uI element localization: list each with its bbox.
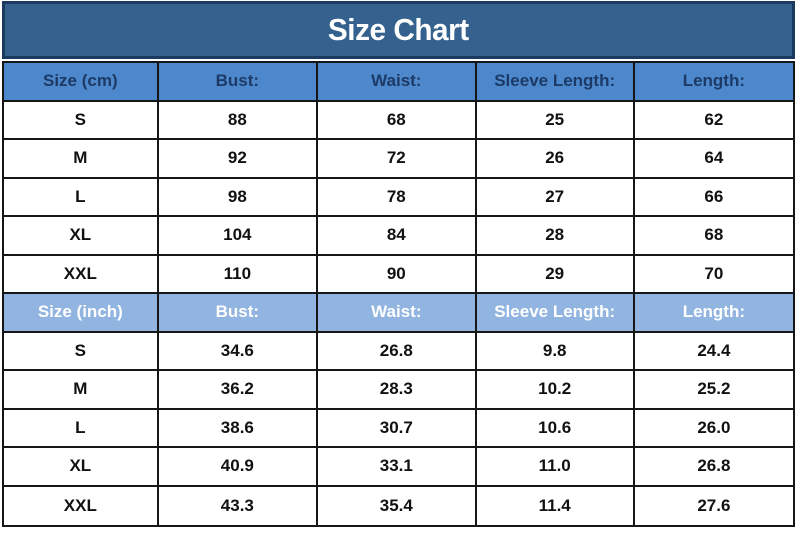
chart-title-bar: Size Chart <box>2 1 795 59</box>
value-cell: 38.6 <box>158 409 319 448</box>
value-cell: 26.8 <box>318 332 477 371</box>
value-cell: 72 <box>318 140 477 179</box>
size-label-cell: XL <box>4 448 159 487</box>
value-cell: 24.4 <box>634 332 793 371</box>
size-label-cell: L <box>4 409 159 448</box>
size-label-cell: XXL <box>4 255 159 294</box>
header-cell-cm: Bust: <box>158 63 319 102</box>
chart-title: Size Chart <box>328 12 469 47</box>
header-cell-cm: Size (cm) <box>4 63 159 102</box>
value-cell: 26.0 <box>634 409 793 448</box>
value-cell: 25 <box>476 101 635 140</box>
value-cell: 33.1 <box>318 448 477 487</box>
value-cell: 26 <box>476 140 635 179</box>
value-cell: 36.2 <box>158 371 319 410</box>
size-label-cell: S <box>4 332 159 371</box>
size-label-cell: M <box>4 140 159 179</box>
value-cell: 92 <box>158 140 319 179</box>
value-cell: 25.2 <box>634 371 793 410</box>
value-cell: 66 <box>634 178 793 217</box>
value-cell: 90 <box>318 255 477 294</box>
header-cell-inch: Sleeve Length: <box>476 294 635 333</box>
size-table: Size (cm) Bust: Waist: Sleeve Length: Length… <box>2 61 795 527</box>
value-cell: 11.4 <box>476 486 635 525</box>
header-cell-cm: Waist: <box>318 63 477 102</box>
value-cell: 40.9 <box>158 448 319 487</box>
value-cell: 29 <box>476 255 635 294</box>
header-cell-cm: Sleeve Length: <box>476 63 635 102</box>
value-cell: 27 <box>476 178 635 217</box>
value-cell: 26.8 <box>634 448 793 487</box>
value-cell: 104 <box>158 217 319 256</box>
value-cell: 28.3 <box>318 371 477 410</box>
value-cell: 84 <box>318 217 477 256</box>
size-label-cell: S <box>4 101 159 140</box>
size-label-cell: M <box>4 371 159 410</box>
value-cell: 11.0 <box>476 448 635 487</box>
size-chart: Size Chart Size (cm) Bust: Waist: Sleeve Le… <box>2 1 795 527</box>
title-table-gap <box>2 59 795 61</box>
value-cell: 62 <box>634 101 793 140</box>
value-cell: 64 <box>634 140 793 179</box>
value-cell: 68 <box>318 101 477 140</box>
header-cell-inch: Length: <box>634 294 793 333</box>
value-cell: 9.8 <box>476 332 635 371</box>
value-cell: 34.6 <box>158 332 319 371</box>
value-cell: 27.6 <box>634 486 793 525</box>
value-cell: 68 <box>634 217 793 256</box>
value-cell: 78 <box>318 178 477 217</box>
value-cell: 28 <box>476 217 635 256</box>
value-cell: 30.7 <box>318 409 477 448</box>
value-cell: 70 <box>634 255 793 294</box>
header-cell-inch: Size (inch) <box>4 294 159 333</box>
header-cell-cm: Length: <box>634 63 793 102</box>
header-cell-inch: Waist: <box>318 294 477 333</box>
size-label-cell: L <box>4 178 159 217</box>
value-cell: 110 <box>158 255 319 294</box>
value-cell: 98 <box>158 178 319 217</box>
value-cell: 43.3 <box>158 486 319 525</box>
value-cell: 10.6 <box>476 409 635 448</box>
value-cell: 35.4 <box>318 486 477 525</box>
value-cell: 10.2 <box>476 371 635 410</box>
size-label-cell: XXL <box>4 486 159 525</box>
size-label-cell: XL <box>4 217 159 256</box>
value-cell: 88 <box>158 101 319 140</box>
header-cell-inch: Bust: <box>158 294 319 333</box>
